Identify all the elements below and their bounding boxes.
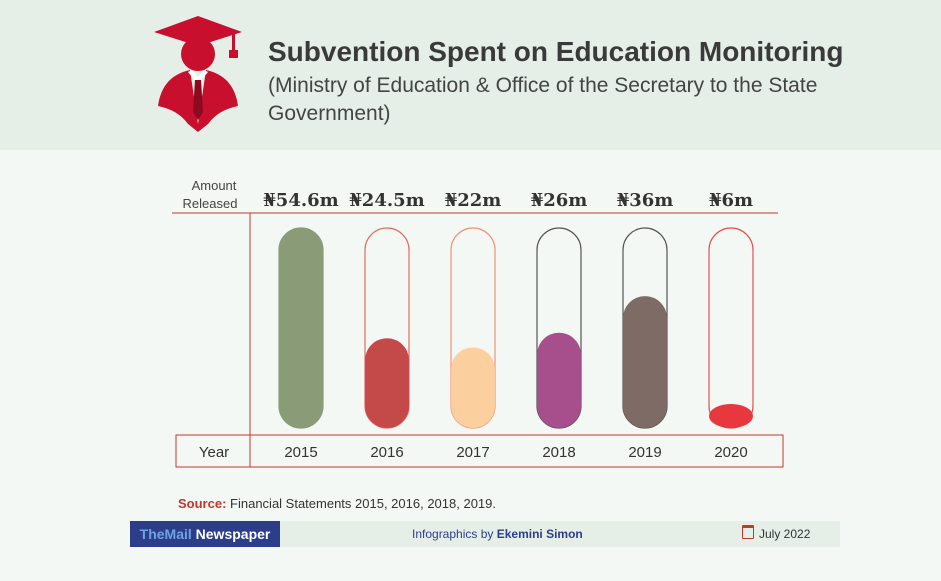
year-label-2020: 2020	[714, 444, 747, 461]
source-note: Source: Financial Statements 2015, 2016,…	[178, 496, 496, 511]
chart-frame	[172, 212, 784, 468]
year-label-2015: 2015	[284, 444, 317, 461]
graduate-icon	[154, 16, 242, 132]
bar-2020	[709, 404, 753, 428]
value-label-2016: ₦24.5m	[349, 190, 424, 211]
source-text: Financial Statements 2015, 2016, 2018, 2…	[230, 496, 496, 511]
value-header-line-1: Amount	[192, 178, 237, 193]
year-header: Year	[199, 444, 229, 461]
bar-2019	[623, 296, 667, 428]
year-label-2016: 2016	[370, 444, 403, 461]
bar-2018	[537, 332, 581, 428]
footer-bar: TheMail Newspaper Infographics by Ekemin…	[130, 521, 840, 547]
bar-2017	[451, 347, 495, 428]
page-title: Subvention Spent on Education Monitoring	[268, 36, 844, 67]
value-label-2018: ₦26m	[531, 190, 588, 211]
brand-prefix: TheMail	[139, 526, 192, 542]
chart-labels: Amount Released Year ₦54.6m 2015 ₦24.5m 2016 ₦2…	[183, 178, 754, 461]
brand-logo: TheMail Newspaper	[130, 521, 280, 547]
value-label-2015: ₦54.6m	[263, 190, 338, 211]
thermometer-bar-chart: Amount Released Year ₦54.6m 2015 ₦24.5m 2016 ₦2…	[172, 178, 784, 468]
calendar-icon	[742, 525, 754, 539]
header-band: Subvention Spent on Education Monitoring…	[0, 0, 941, 150]
chart-bars	[278, 227, 754, 429]
credit-name: Ekemini Simon	[496, 527, 583, 541]
value-label-2019: ₦36m	[617, 190, 674, 211]
page-subtitle: (Ministry of Education & Office of the S…	[268, 74, 818, 125]
year-row-box	[175, 434, 784, 468]
value-label-2017: ₦22m	[445, 190, 502, 211]
credit-prefix: Infographics by	[412, 527, 497, 541]
publish-date: July 2022	[742, 521, 810, 547]
source-label: Source:	[178, 496, 227, 511]
brand-suffix: Newspaper	[191, 526, 271, 542]
bar-2016	[365, 338, 409, 428]
bar-tube-2020	[708, 227, 754, 429]
year-label-2017: 2017	[456, 444, 489, 461]
date-text: July 2022	[759, 527, 811, 541]
year-label-2018: 2018	[542, 444, 575, 461]
infographic-credit: Infographics by Ekemini Simon	[412, 521, 583, 547]
value-header-line-2: Released	[183, 196, 238, 211]
value-label-2020: ₦6m	[709, 190, 753, 211]
bar-2015	[279, 228, 323, 428]
year-label-2019: 2019	[628, 444, 661, 461]
